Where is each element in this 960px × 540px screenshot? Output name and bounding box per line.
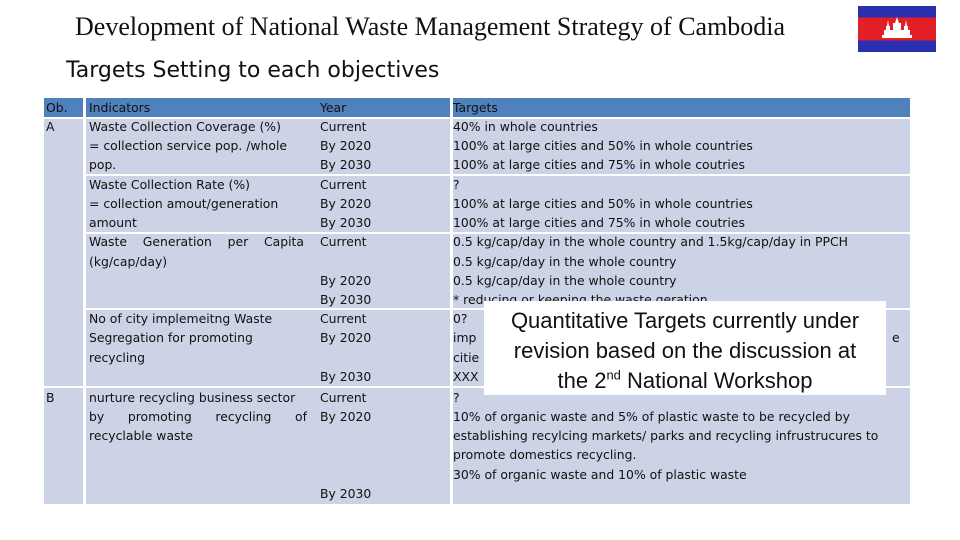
year-text: By 2030	[320, 486, 372, 501]
target-text: 30% of organic waste and 10% of plastic …	[453, 467, 747, 482]
flag-top-band	[858, 6, 936, 18]
callout-line: Quantitative Targets currently under	[510, 308, 860, 333]
indicator-text: No of city implemeitng Waste	[89, 311, 273, 326]
target-text: 100% at large cities and 75% in whole co…	[453, 157, 745, 172]
year-text: Current	[320, 311, 367, 326]
year-text: Current	[320, 119, 367, 134]
indicator-text: = collection service pop. /whole	[89, 138, 288, 153]
indicator-text: nurture recycling business sector	[89, 390, 296, 405]
target-text: citie	[453, 350, 480, 365]
target-text: ?	[453, 177, 460, 192]
target-text: establishing recylcing markets/ parks an…	[453, 428, 879, 443]
indicator-text: = collection amout/generation	[89, 196, 279, 211]
flag-bottom-band	[858, 40, 936, 52]
year-text: By 2030	[320, 369, 372, 384]
callout-line: revision based on the discussion at	[513, 338, 857, 363]
callout-text: National Workshop	[620, 368, 813, 393]
target-text: 100% at large cities and 50% in whole co…	[453, 138, 753, 153]
target-text: XXX	[453, 369, 479, 384]
row-divider	[44, 117, 910, 119]
target-text: 0.5 kg/cap/day in the whole country	[453, 273, 677, 288]
callout-superscript: nd	[606, 367, 621, 383]
target-text: 100% at large cities and 50% in whole co…	[453, 196, 753, 211]
target-text: 100% at large cities and 75% in whole co…	[453, 215, 745, 230]
column-divider	[450, 98, 453, 504]
revision-callout: Quantitative Targets currently under rev…	[484, 301, 886, 395]
indicator-text: (kg/cap/day)	[89, 254, 168, 269]
indicator-text: amount	[89, 215, 137, 230]
header-targets: Targets	[453, 100, 498, 115]
year-text: By 2020	[320, 138, 372, 153]
indicator-text: Waste Collection Rate (%)	[89, 177, 250, 192]
year-text: By 2020	[320, 196, 372, 211]
row-divider	[86, 174, 910, 176]
target-text: imp	[453, 330, 477, 345]
cambodia-flag-icon	[858, 6, 936, 52]
year-text: Current	[320, 390, 367, 405]
target-text: 10% of organic waste and 5% of plastic w…	[453, 409, 850, 424]
target-text: 0?	[453, 311, 468, 326]
header-year: Year	[320, 100, 347, 115]
flag-temple	[882, 17, 912, 38]
year-text: By 2030	[320, 215, 372, 230]
indicator-text: recycling	[89, 350, 146, 365]
target-text: 0.5 kg/cap/day in the whole country	[453, 254, 677, 269]
table-header-band	[44, 98, 910, 117]
objective-a: A	[46, 119, 55, 134]
header-indicators: Indicators	[89, 100, 151, 115]
indicator-text: pop.	[89, 157, 117, 172]
year-text: By 2020	[320, 273, 372, 288]
year-text: By 2030	[320, 292, 372, 307]
callout-text: the 2	[557, 368, 607, 393]
column-divider	[83, 98, 86, 504]
indicator-text: by promoting recycling of	[89, 409, 307, 424]
page-subtitle: Targets Setting to each objectives	[66, 58, 440, 83]
target-text: e	[892, 330, 900, 345]
target-text: 40% in whole countries	[453, 119, 598, 134]
page-title: Development of National Waste Management…	[75, 12, 786, 41]
year-text: By 2020	[320, 330, 372, 345]
indicator-text: Waste Collection Coverage (%)	[89, 119, 281, 134]
year-text: Current	[320, 177, 367, 192]
indicator-text: Waste Generation per Capita	[89, 234, 304, 249]
row-divider	[86, 232, 910, 234]
indicator-text: recyclable waste	[89, 428, 193, 443]
target-text: ?	[453, 390, 460, 405]
indicator-text: Segregation for promoting	[89, 330, 253, 345]
objective-b: B	[46, 390, 55, 405]
year-text: By 2030	[320, 157, 372, 172]
header-ob: Ob.	[46, 100, 68, 115]
row-divider	[44, 386, 910, 388]
target-text: promote domestics recycling.	[453, 447, 637, 462]
target-text: 0.5 kg/cap/day in the whole country and …	[453, 234, 848, 249]
year-text: By 2020	[320, 409, 372, 424]
callout-line: the 2nd National Workshop	[484, 366, 886, 396]
year-text: Current	[320, 234, 367, 249]
